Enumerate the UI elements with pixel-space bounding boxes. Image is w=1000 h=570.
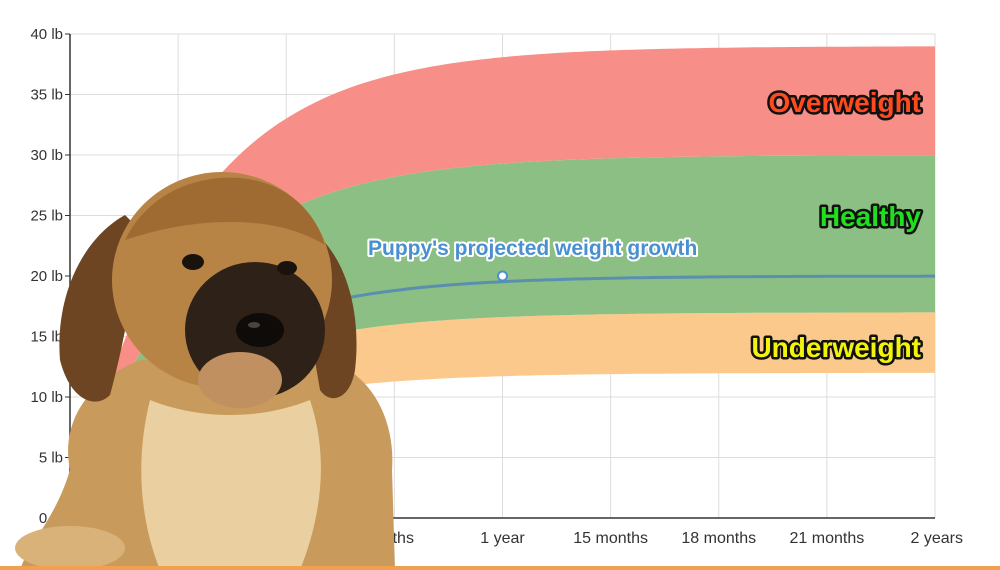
- zone-overweight: [70, 46, 935, 519]
- y-tick-label: 20 lb: [30, 268, 63, 285]
- projection-marker: [497, 270, 508, 282]
- y-tick-label: 40 lb: [30, 26, 63, 43]
- y-tick-label: 25 lb: [30, 208, 63, 225]
- x-tick-label: 21 months: [790, 530, 865, 547]
- puppy-photo: [15, 172, 395, 570]
- zone-label-overweight: Overweight: [769, 87, 921, 118]
- y-tick-label: 30 lb: [30, 147, 63, 164]
- y-tick-label: 15 lb: [30, 329, 63, 346]
- annotation-layer: Puppy's projected weight growth: [366, 235, 699, 282]
- x-axis-labels: onths 1 year 15 months 18 months 21 months 2 …: [375, 530, 963, 547]
- y-tick-label: 5 lb: [39, 450, 63, 467]
- x-tick-label: 15 months: [573, 530, 648, 547]
- y-tick-label: 10 lb: [30, 389, 63, 406]
- zone-label-healthy: Healthy: [820, 201, 922, 232]
- x-tick-label: 1 year: [480, 530, 525, 547]
- y-tick-label: 35 lb: [30, 87, 63, 104]
- projection-label: Puppy's projected weight growth: [368, 237, 697, 260]
- x-tick-label: 2 years: [911, 530, 963, 547]
- zone-labels: Underweight Healthy Overweight: [749, 85, 924, 366]
- x-tick-label: 18 months: [681, 530, 756, 547]
- bottom-accent-bar: [0, 566, 1000, 570]
- zone-label-underweight: Underweight: [751, 332, 921, 363]
